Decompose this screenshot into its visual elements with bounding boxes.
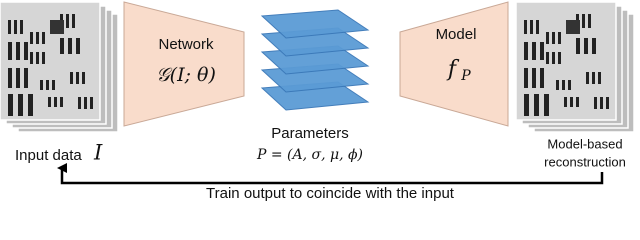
input-label: Input data: [15, 147, 82, 164]
target-bar: [16, 68, 20, 88]
parameters-formula: P = (A, σ, μ, ϕ): [256, 147, 363, 163]
target-bar: [24, 42, 28, 60]
target-bar: [24, 68, 28, 88]
target-bar: [588, 14, 591, 28]
model-subscript: P: [460, 68, 471, 84]
target-bar: [8, 20, 11, 34]
model-block: [399, 1, 509, 127]
diagram: Network 𝒢(I; θ) Model f P Parameters P =…: [0, 1, 635, 202]
target-bar: [8, 42, 12, 60]
loop-label: Train output to coincide with the input: [206, 185, 455, 202]
target-bar: [584, 38, 588, 54]
target-bar: [552, 32, 555, 44]
target-bar: [70, 72, 73, 84]
target-bar: [582, 14, 585, 28]
training-loop-arrow: [57, 163, 604, 185]
target-bar: [60, 97, 63, 107]
target-bar: [530, 20, 533, 34]
parameter-planes: [260, 9, 370, 111]
target-bar: [36, 32, 39, 44]
target-bar: [552, 52, 555, 64]
target-bar: [592, 72, 595, 84]
target-bar: [54, 97, 57, 107]
network-title: Network: [158, 36, 214, 53]
target-bar: [598, 72, 601, 84]
target-bar: [524, 68, 528, 88]
target-bar: [558, 52, 561, 64]
image-stacks: [0, 1, 635, 133]
target-bar: [524, 42, 528, 60]
target-bar: [20, 20, 23, 34]
target-bar: [78, 97, 81, 109]
target-bar: [36, 52, 39, 64]
target-bar: [570, 97, 573, 107]
target-bar: [42, 52, 45, 64]
target-bar: [562, 80, 565, 90]
target-bar: [82, 72, 85, 84]
target-bar: [544, 94, 549, 116]
target-bar: [594, 97, 597, 109]
target-bar: [42, 32, 45, 44]
network-formula: 𝒢(I; θ): [156, 64, 216, 86]
target-bar: [540, 42, 544, 60]
target-bar: [532, 42, 536, 60]
target-bar: [76, 38, 80, 54]
target-bar: [46, 80, 49, 90]
model-title: Model: [436, 26, 477, 43]
target-bar: [14, 20, 17, 34]
target-bar: [52, 80, 55, 90]
input-symbol: I: [93, 141, 103, 165]
parameters-title: Parameters: [271, 125, 349, 142]
target-bar: [556, 80, 559, 90]
target-bar: [76, 72, 79, 84]
target-bar: [546, 52, 549, 64]
target-bar: [564, 97, 567, 107]
target-bar: [576, 38, 580, 54]
target-bar: [40, 80, 43, 90]
target-bar: [606, 97, 609, 109]
output-label: Model-based: [547, 136, 622, 151]
parameter-plane: [260, 9, 370, 39]
target-bar: [586, 72, 589, 84]
target-bar: [90, 97, 93, 109]
target-bar: [30, 32, 33, 44]
target-bar: [558, 32, 561, 44]
target-bar: [28, 94, 33, 116]
resolution-target: [524, 14, 609, 116]
target-bar: [48, 97, 51, 107]
target-bar: [546, 32, 549, 44]
target-bar: [68, 38, 72, 54]
network-block: [123, 1, 245, 127]
target-bar: [524, 20, 527, 34]
target-bar: [568, 80, 571, 90]
target-bar: [600, 97, 603, 109]
target-bar: [532, 68, 536, 88]
target-square: [566, 20, 580, 34]
target-bar: [536, 20, 539, 34]
target-bar: [592, 38, 596, 54]
target-square: [50, 20, 64, 34]
target-bar: [18, 94, 23, 116]
target-bar: [524, 94, 529, 116]
resolution-target: [8, 14, 93, 116]
target-bar: [576, 97, 579, 107]
target-bar: [30, 52, 33, 64]
target-bar: [8, 68, 12, 88]
target-bar: [66, 14, 69, 28]
target-bar: [540, 68, 544, 88]
target-bar: [84, 97, 87, 109]
target-bar: [60, 38, 64, 54]
target-bar: [72, 14, 75, 28]
target-bar: [534, 94, 539, 116]
target-bar: [8, 94, 13, 116]
target-bar: [16, 42, 20, 60]
output-label: reconstruction: [544, 154, 626, 169]
